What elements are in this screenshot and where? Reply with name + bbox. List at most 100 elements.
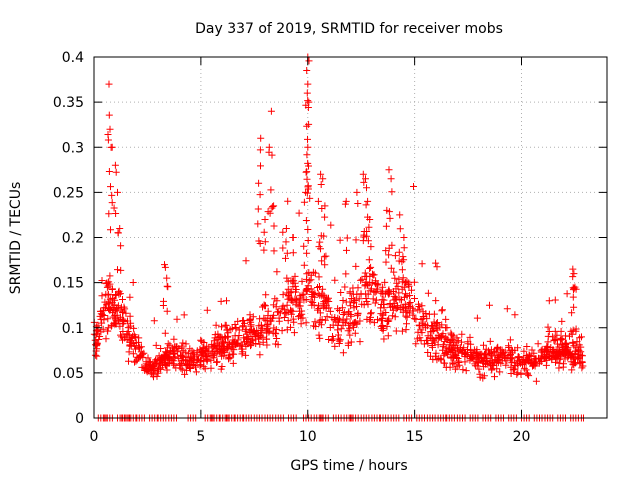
data-point	[284, 197, 292, 205]
data-point	[152, 360, 160, 368]
data-point	[335, 307, 343, 314]
data-point	[476, 373, 484, 381]
peak-point	[304, 143, 312, 151]
peak-point	[392, 285, 400, 293]
peak-point	[438, 333, 446, 341]
data-point	[260, 301, 268, 309]
peak-point	[382, 258, 390, 266]
data-point	[570, 361, 578, 369]
data-point	[102, 335, 110, 343]
data-point	[104, 298, 112, 306]
data-point	[113, 311, 121, 319]
data-point	[119, 309, 126, 317]
peak-point	[255, 237, 263, 245]
data-point	[231, 332, 239, 340]
peak-point	[266, 209, 274, 217]
data-point	[444, 347, 452, 355]
data-point	[542, 361, 550, 369]
data-point	[346, 320, 354, 327]
data-point	[458, 330, 466, 338]
data-point	[480, 341, 487, 349]
peak-point	[112, 210, 120, 217]
data-point	[347, 338, 355, 346]
peak-point	[570, 270, 578, 278]
data-point	[361, 269, 369, 277]
data-point	[416, 334, 424, 342]
peak-point	[364, 197, 372, 205]
data-point	[278, 327, 286, 335]
x-tick-label: 0	[90, 429, 99, 445]
data-point	[433, 319, 441, 326]
data-point	[351, 329, 359, 337]
peak-point	[163, 307, 171, 315]
data-point	[410, 315, 418, 323]
data-point	[126, 341, 134, 349]
data-point	[515, 353, 523, 361]
data-point	[178, 342, 186, 350]
data-point	[103, 283, 111, 291]
data-point	[468, 354, 476, 362]
data-point	[230, 346, 238, 354]
peak-point	[317, 181, 325, 188]
data-point	[337, 325, 345, 333]
data-point	[218, 323, 225, 331]
y-tick-label: 0.4	[62, 50, 84, 66]
data-point	[562, 350, 570, 358]
data-point	[401, 293, 408, 301]
data-point	[243, 338, 250, 346]
data-point	[285, 292, 293, 300]
peak-point	[303, 249, 311, 257]
peak-point	[302, 217, 310, 224]
data-point	[488, 352, 496, 360]
peak-point	[391, 252, 399, 260]
data-point	[339, 321, 347, 329]
data-point	[390, 268, 398, 276]
data-point	[286, 289, 294, 297]
data-point	[467, 340, 475, 348]
data-point	[136, 344, 144, 352]
data-point	[153, 372, 161, 380]
data-point	[473, 314, 481, 322]
data-point	[377, 301, 385, 308]
data-point	[228, 324, 236, 332]
axis-ticks	[93, 56, 607, 419]
data-point	[559, 363, 567, 371]
data-point	[347, 302, 355, 310]
data-point	[417, 337, 425, 345]
data-point	[275, 308, 283, 316]
peak-point	[400, 256, 408, 264]
peak-point	[267, 186, 275, 194]
peak-point	[362, 201, 370, 209]
data-point	[279, 291, 287, 299]
data-point	[258, 324, 266, 332]
peak-point	[385, 251, 393, 259]
data-point	[131, 333, 139, 341]
data-point	[207, 350, 215, 358]
data-point	[440, 341, 447, 349]
data-point	[262, 291, 270, 299]
data-point	[377, 289, 385, 297]
data-point	[471, 362, 479, 370]
data-point	[366, 316, 374, 323]
data-point	[318, 316, 326, 323]
data-point	[104, 315, 112, 323]
data-point	[494, 359, 502, 367]
data-point	[130, 324, 138, 332]
data-point	[503, 305, 511, 313]
peak-point	[385, 166, 393, 174]
data-point	[172, 364, 180, 372]
peak-point	[108, 191, 116, 199]
data-point	[420, 340, 428, 348]
data-point	[312, 323, 320, 330]
data-point	[367, 263, 375, 271]
data-point	[163, 366, 171, 374]
data-point	[100, 304, 108, 312]
data-point	[267, 317, 275, 325]
data-point	[291, 295, 299, 303]
data-point	[188, 361, 196, 368]
peak-point	[569, 273, 577, 281]
data-point	[319, 300, 327, 308]
data-point	[295, 313, 302, 321]
data-point	[181, 370, 189, 378]
peak-point	[117, 266, 125, 274]
